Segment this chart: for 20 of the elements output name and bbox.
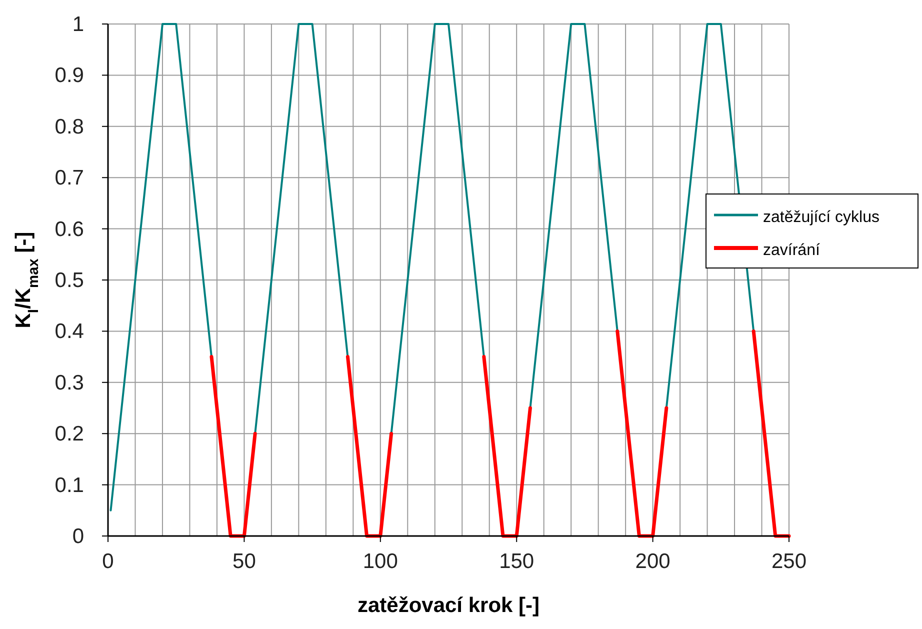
y-tick-label: 0.1 bbox=[54, 474, 84, 497]
y-tick-label: 0.5 bbox=[54, 269, 84, 292]
y-tick-label: 0.6 bbox=[54, 218, 84, 241]
y-tick-label: 0.8 bbox=[54, 115, 84, 138]
x-tick-label: 50 bbox=[232, 550, 256, 573]
y-tick-label: 0.9 bbox=[54, 64, 84, 88]
x-tick-label: 100 bbox=[362, 550, 398, 573]
x-tick-label: 250 bbox=[771, 550, 807, 573]
x-axis-title: zatěžovací krok [-] bbox=[357, 594, 540, 617]
x-tick-label: 200 bbox=[635, 550, 670, 573]
y-tick-label: 0.7 bbox=[54, 166, 84, 190]
y-tick-label: 1 bbox=[72, 13, 84, 36]
y-tick-label: 0.4 bbox=[54, 320, 84, 344]
y-tick-label: 0.2 bbox=[54, 422, 84, 446]
y-tick-label: 0 bbox=[72, 525, 84, 548]
y-tick-label: 0.3 bbox=[54, 371, 84, 394]
x-tick-label: 150 bbox=[499, 550, 534, 573]
legend-label: zatěžující cyklus bbox=[763, 209, 880, 226]
legend-label: zavírání bbox=[763, 242, 820, 259]
x-tick-label: 0 bbox=[102, 550, 114, 573]
